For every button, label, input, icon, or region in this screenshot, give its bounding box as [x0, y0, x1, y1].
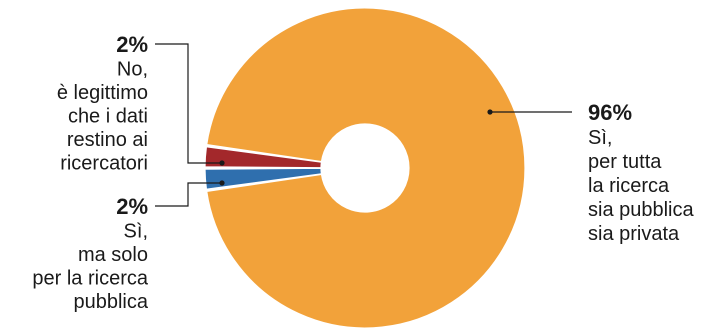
- label-no-label-line: No,: [117, 59, 148, 81]
- leader-line-no: [155, 43, 222, 164]
- label-96-label-line: la ricerca: [588, 175, 670, 197]
- label-si-pubblica-percent: 2%: [116, 194, 148, 219]
- label-no-label-line: ricercatori: [60, 153, 148, 175]
- slice-si-solo-pubblica: [204, 146, 323, 169]
- label-96-percent: 96%: [588, 100, 632, 125]
- leader-line-si-pubblica: [155, 182, 222, 207]
- label-si-pubblica-label-line: per la ricerca: [32, 268, 148, 290]
- label-96-label-line: sia privata: [588, 223, 680, 245]
- label-no-label-line: restino ai: [67, 129, 148, 151]
- label-no-percent: 2%: [116, 32, 148, 57]
- label-si-pubblica-label-line: pubblica: [73, 291, 148, 313]
- leader-lines-group: [155, 43, 572, 207]
- slice-si-tutta-ricerca: [206, 7, 526, 329]
- label-96-label-line: Sì,: [588, 127, 612, 149]
- label-96-label-line: per tutta: [588, 151, 662, 173]
- label-96-label-line: sia pubblica: [588, 199, 695, 221]
- label-si-pubblica-label-line: ma solo: [78, 244, 148, 266]
- label-no-label-line: è legittimo: [57, 82, 148, 104]
- label-no-label-line: che i dati: [68, 106, 148, 128]
- slices-group: [204, 7, 526, 329]
- label-si-pubblica-label-line: Sì,: [124, 221, 148, 243]
